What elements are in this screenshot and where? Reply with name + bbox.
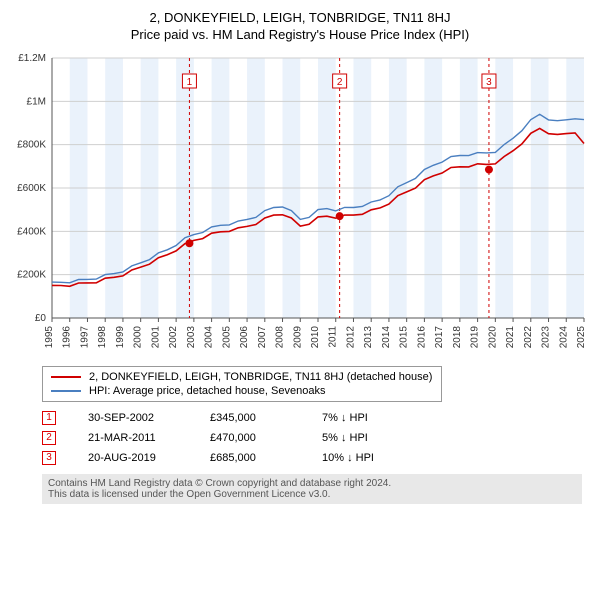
svg-text:2003: 2003 [186, 326, 197, 349]
svg-text:2007: 2007 [257, 326, 268, 349]
disclaimer: Contains HM Land Registry data © Crown c… [42, 474, 582, 504]
title-address: 2, DONKEYFIELD, LEIGH, TONBRIDGE, TN11 8… [8, 10, 592, 25]
svg-text:1996: 1996 [62, 326, 73, 349]
svg-text:2016: 2016 [416, 326, 427, 349]
svg-text:2022: 2022 [523, 326, 534, 349]
chart: £0 £200K £400K £600K £800K £1M £1.2M 1995 1996 19… [8, 50, 592, 360]
svg-text:£0: £0 [35, 313, 47, 324]
svg-text:1995: 1995 [44, 326, 55, 349]
svg-text:2024: 2024 [558, 326, 569, 349]
sale-row: 3 20-AUG-2019 £685,000 10% ↓ HPI [42, 448, 588, 468]
svg-text:£200K: £200K [17, 270, 46, 281]
sales-table: 1 30-SEP-2002 £345,000 7% ↓ HPI 2 21-MAR-2011… [42, 408, 588, 468]
svg-text:£1.2M: £1.2M [18, 53, 46, 64]
disclaimer-line: Contains HM Land Registry data © Crown c… [48, 478, 576, 489]
svg-text:2006: 2006 [239, 326, 250, 349]
svg-text:£1M: £1M [27, 96, 46, 107]
svg-text:2023: 2023 [541, 326, 552, 349]
svg-text:2021: 2021 [505, 326, 516, 349]
title-subtitle: Price paid vs. HM Land Registry's House … [8, 27, 592, 42]
legend-swatch [51, 390, 81, 392]
svg-text:2020: 2020 [487, 326, 498, 349]
sale-price: £685,000 [210, 452, 290, 464]
svg-text:2005: 2005 [221, 326, 232, 349]
sale-row: 1 30-SEP-2002 £345,000 7% ↓ HPI [42, 408, 588, 428]
svg-text:2008: 2008 [275, 326, 286, 349]
sale-price: £470,000 [210, 432, 290, 444]
sale-price: £345,000 [210, 412, 290, 424]
svg-text:2014: 2014 [381, 326, 392, 349]
sale-delta: 7% ↓ HPI [322, 412, 368, 424]
legend-swatch [51, 376, 81, 378]
svg-text:2015: 2015 [399, 326, 410, 349]
svg-text:2012: 2012 [345, 326, 356, 349]
legend: 2, DONKEYFIELD, LEIGH, TONBRIDGE, TN11 8… [42, 366, 442, 402]
chart-card: 2, DONKEYFIELD, LEIGH, TONBRIDGE, TN11 8… [0, 0, 600, 512]
svg-text:3: 3 [486, 77, 492, 88]
sale-row: 2 21-MAR-2011 £470,000 5% ↓ HPI [42, 428, 588, 448]
svg-text:2025: 2025 [576, 326, 587, 349]
sale-marker: 1 [42, 411, 56, 425]
svg-text:2010: 2010 [310, 326, 321, 349]
title-block: 2, DONKEYFIELD, LEIGH, TONBRIDGE, TN11 8… [8, 10, 592, 42]
legend-row: 2, DONKEYFIELD, LEIGH, TONBRIDGE, TN11 8… [51, 370, 433, 384]
svg-text:2017: 2017 [434, 326, 445, 349]
line-chart-svg: £0 £200K £400K £600K £800K £1M £1.2M 1995 1996 19… [8, 50, 592, 360]
svg-text:1: 1 [187, 77, 193, 88]
sale-date: 20-AUG-2019 [88, 452, 178, 464]
sale-date: 21-MAR-2011 [88, 432, 178, 444]
sale-marker: 2 [42, 431, 56, 445]
svg-text:2009: 2009 [292, 326, 303, 349]
svg-text:£800K: £800K [17, 140, 46, 151]
sale-delta: 10% ↓ HPI [322, 452, 374, 464]
svg-text:1997: 1997 [79, 326, 90, 349]
svg-text:1999: 1999 [115, 326, 126, 349]
svg-text:2013: 2013 [363, 326, 374, 349]
svg-text:2011: 2011 [328, 326, 339, 348]
svg-text:1998: 1998 [97, 326, 108, 349]
legend-row: HPI: Average price, detached house, Seve… [51, 384, 433, 398]
svg-text:2000: 2000 [133, 326, 144, 349]
svg-text:£600K: £600K [17, 183, 46, 194]
svg-text:2019: 2019 [470, 326, 481, 349]
sale-date: 30-SEP-2002 [88, 412, 178, 424]
disclaimer-line: This data is licensed under the Open Gov… [48, 489, 576, 500]
sale-delta: 5% ↓ HPI [322, 432, 368, 444]
svg-text:2004: 2004 [204, 326, 215, 349]
svg-text:£400K: £400K [17, 226, 46, 237]
sale-marker: 3 [42, 451, 56, 465]
legend-label: 2, DONKEYFIELD, LEIGH, TONBRIDGE, TN11 8… [89, 371, 432, 383]
svg-text:2018: 2018 [452, 326, 463, 349]
svg-text:2002: 2002 [168, 326, 179, 349]
svg-text:2001: 2001 [150, 326, 161, 349]
legend-label: HPI: Average price, detached house, Seve… [89, 385, 325, 397]
svg-text:2: 2 [337, 77, 343, 88]
